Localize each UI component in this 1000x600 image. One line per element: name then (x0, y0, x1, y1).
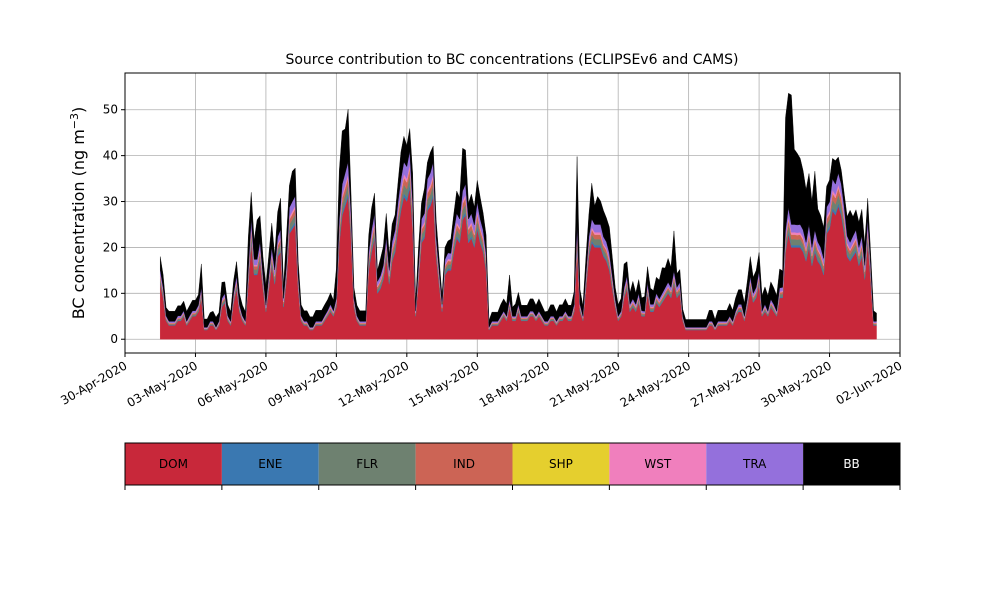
x-tick-label: 30-May-2020 (759, 358, 834, 410)
x-tick-label: 06-May-2020 (195, 358, 270, 410)
x-tick-label: 18-May-2020 (477, 358, 552, 410)
y-axis-label: BC concentration (ng m−3) (68, 107, 88, 320)
x-tick-label: 09-May-2020 (265, 358, 340, 410)
x-tick-label: 30-Apr-2020 (58, 358, 129, 407)
area-dom (160, 187, 877, 340)
y-tick-label: 50 (103, 103, 118, 117)
legend-swatch-bb (803, 443, 900, 485)
legend-swatch-wst (609, 443, 707, 485)
legend-swatch-ind (415, 443, 513, 485)
legend-colorbar: DOM ENE FLR IND SHP WST TRA BB (124, 442, 901, 490)
y-axis-label-close: ) (69, 107, 88, 113)
legend-swatch-ene (221, 443, 319, 485)
legend-label-shp: SHP (549, 457, 573, 471)
x-tick-label: 03-May-2020 (124, 358, 199, 410)
legend-swatch-shp (512, 443, 610, 485)
chart-title: Source contribution to BC concentrations… (285, 52, 738, 68)
x-tick-label: 21-May-2020 (547, 358, 622, 410)
y-tick-label: 40 (103, 149, 118, 163)
legend-label-ene: ENE (258, 457, 282, 471)
area-bb (160, 92, 877, 328)
legend-label-bb: BB (843, 457, 859, 471)
y-tick-label: 20 (103, 240, 118, 254)
legend-label-ind: IND (453, 457, 475, 471)
y-axis-label-text: BC concentration (ng m (69, 129, 88, 319)
legend-label-dom: DOM (159, 457, 188, 471)
x-tick-label: 15-May-2020 (406, 358, 481, 410)
y-tick-label: 30 (103, 195, 118, 209)
y-axis-label-exponent: −3 (68, 113, 81, 129)
legend-swatch-tra (706, 443, 804, 485)
plot-frame (124, 72, 901, 354)
legend-swatch-flr (318, 443, 416, 485)
x-tick-label: 02-Jun-2020 (834, 358, 905, 407)
x-tick-label: 27-May-2020 (688, 358, 763, 410)
legend-swatch-dom (125, 443, 222, 485)
x-tick-label: 24-May-2020 (618, 358, 693, 410)
x-axis: 30-Apr-202003-May-202006-May-202009-May-… (58, 353, 905, 410)
y-axis: 0 10 20 30 40 50 (103, 103, 125, 346)
stacked-areas (160, 92, 877, 340)
y-tick-label: 10 (103, 286, 118, 300)
legend-label-tra: TRA (742, 457, 767, 471)
y-tick-label: 0 (110, 332, 118, 346)
legend-label-wst: WST (644, 457, 671, 471)
x-tick-label: 12-May-2020 (336, 358, 411, 410)
legend-label-flr: FLR (356, 457, 378, 471)
